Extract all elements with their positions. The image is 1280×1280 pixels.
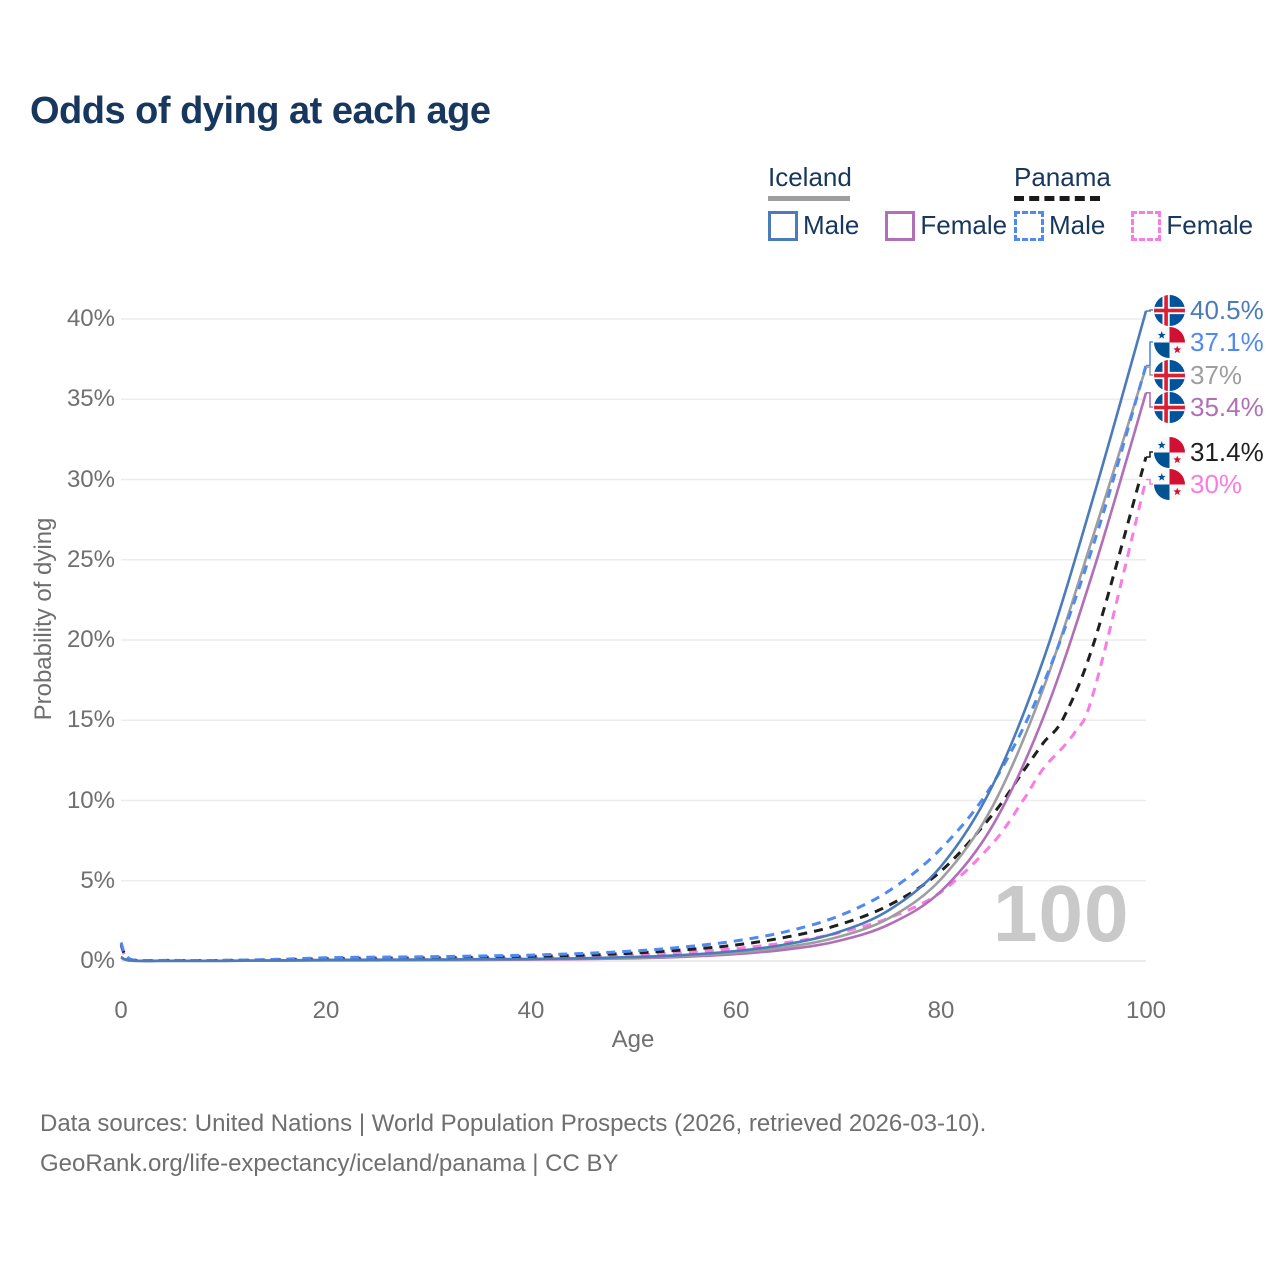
end-label-connector <box>1146 309 1153 312</box>
panama-flag-icon <box>1154 436 1185 468</box>
x-tick-label: 100 <box>1125 997 1167 1024</box>
end-label-panama-female[interactable]: 30% <box>1154 468 1242 500</box>
x-tick-label: 0 <box>114 997 128 1024</box>
end-label-value: 30% <box>1190 468 1243 499</box>
end-label-iceland-male[interactable]: 40.5% <box>1154 294 1264 326</box>
legend-item-iceland-male[interactable]: Male <box>768 210 859 241</box>
end-label-connector <box>1146 392 1153 408</box>
legend-country-panama: Panama <box>1014 162 1111 192</box>
panama-male-swatch-icon <box>1014 210 1044 241</box>
panama-flag-icon <box>1154 326 1185 358</box>
end-label-panama-male[interactable]: 37.1% <box>1154 326 1264 358</box>
iceland-male-swatch-icon <box>768 210 798 241</box>
legend-item-panama-male[interactable]: Male <box>1014 210 1105 241</box>
x-tick-label: 20 <box>312 997 340 1024</box>
x-tick-label: 40 <box>517 997 545 1024</box>
chart-watermark: 100 <box>993 869 1130 958</box>
end-label-iceland-both[interactable]: 37% <box>1154 359 1242 391</box>
end-label-connector <box>1146 451 1153 458</box>
footer-attribution: Data sources: United Nations | World Pop… <box>40 1104 986 1184</box>
y-tick-label: 5% <box>80 866 115 894</box>
iceland-female-swatch-icon <box>885 210 916 241</box>
legend-label: Female <box>1166 210 1254 240</box>
panama-female-swatch-icon <box>1131 210 1162 241</box>
legend-label: Female <box>920 210 1008 240</box>
legend-item-iceland-female[interactable]: Female <box>885 210 1007 241</box>
y-tick-label: 20% <box>66 626 115 653</box>
end-label-value: 40.5% <box>1190 294 1264 325</box>
x-tick-label: 80 <box>927 997 955 1024</box>
iceland-flag-icon <box>1154 359 1185 391</box>
end-label-connector <box>1146 366 1153 376</box>
page-title: Odds of dying at each age <box>30 90 491 132</box>
y-tick-label: 15% <box>66 706 115 734</box>
y-tick-label: 25% <box>66 545 115 573</box>
end-label-connector <box>1146 341 1153 367</box>
panama-dashed-line-sample <box>1014 196 1100 201</box>
end-label-connector <box>1146 478 1153 485</box>
end-label-value: 31.4% <box>1190 436 1264 467</box>
end-label-value: 37.1% <box>1190 326 1264 357</box>
end-label-value: 37% <box>1190 359 1243 390</box>
iceland-solid-line-sample <box>768 196 850 201</box>
end-label-iceland-female[interactable]: 35.4% <box>1154 391 1264 423</box>
footer-data-sources: Data sources: United Nations | World Pop… <box>40 1110 987 1137</box>
legend-country-iceland: Iceland <box>768 162 852 192</box>
y-tick-label: 40% <box>66 305 115 332</box>
legend-group-iceland: Iceland Male Female <box>768 162 1007 241</box>
end-label-value: 35.4% <box>1190 391 1264 422</box>
legend-item-panama-female[interactable]: Female <box>1131 210 1253 241</box>
y-tick-label: 0% <box>80 947 115 974</box>
end-label-panama-both[interactable]: 31.4% <box>1154 436 1264 468</box>
y-tick-label: 10% <box>66 786 115 814</box>
x-axis-title: Age <box>611 1026 655 1053</box>
y-tick-label: 30% <box>66 465 115 493</box>
legend-label: Male <box>1049 210 1106 240</box>
footer-url: GeoRank.org/life-expectancy/iceland/pana… <box>40 1150 619 1177</box>
legend-label: Male <box>803 210 860 240</box>
iceland-flag-icon <box>1154 294 1185 326</box>
legend-group-panama: Panama Male Female <box>1014 162 1253 241</box>
x-tick-label: 60 <box>722 997 750 1024</box>
panama-flag-icon <box>1154 468 1185 500</box>
y-tick-label: 35% <box>66 385 115 413</box>
y-axis-title: Probability of dying <box>30 517 57 721</box>
series-line-iceland-male[interactable] <box>120 310 1148 963</box>
iceland-flag-icon <box>1154 391 1185 423</box>
